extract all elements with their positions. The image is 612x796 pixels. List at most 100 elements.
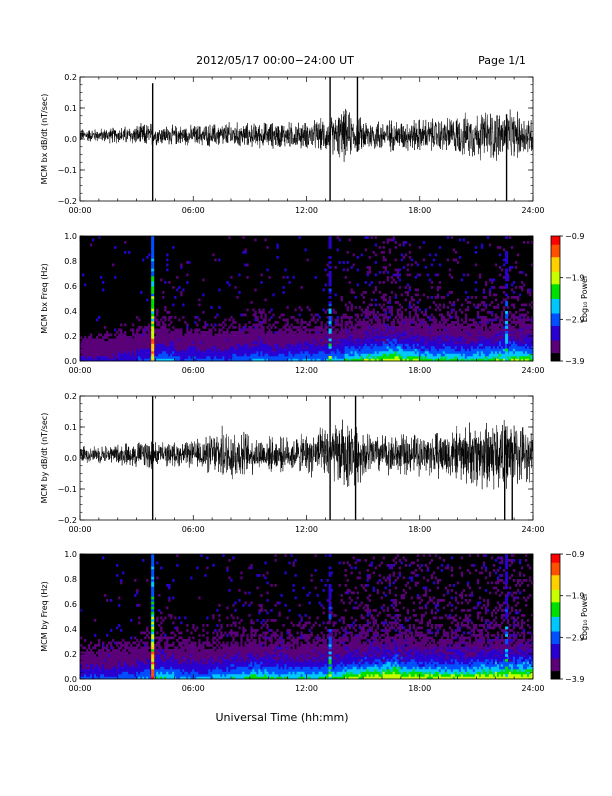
spectrogram-cell <box>196 339 198 342</box>
spectrogram-cell <box>383 314 385 317</box>
spectrogram-cell <box>100 346 102 349</box>
spectrogram-cell <box>319 339 321 342</box>
spectrogram-cell <box>250 354 252 357</box>
spectrogram-cell <box>379 304 381 307</box>
spectrogram-cell <box>373 316 375 319</box>
spectrogram-cell <box>411 344 413 347</box>
spectrogram-cell <box>501 349 503 352</box>
spectrogram-cell <box>375 336 377 339</box>
spectrogram-cell <box>459 344 461 347</box>
spectrogram-cell <box>260 349 262 352</box>
spectrogram-cell <box>116 654 118 657</box>
spectrogram-event-cell <box>151 346 154 349</box>
spectrogram-cell <box>178 349 180 352</box>
spectrogram-cell <box>445 346 447 349</box>
spectrogram-cell <box>156 344 158 347</box>
spectrogram-cell <box>511 316 513 319</box>
spectrogram-cell <box>389 339 391 342</box>
spectrogram-cell <box>367 274 369 277</box>
spectrogram-cell <box>92 654 94 657</box>
spectrogram-cell <box>335 324 337 327</box>
spectrogram-cell <box>407 269 409 272</box>
spectrogram-cell <box>499 339 501 342</box>
colorbar-tick-label: −3.9 <box>565 357 584 366</box>
spectrogram-cell <box>395 329 397 332</box>
spectrogram-cell <box>114 669 116 672</box>
spectrogram-cell <box>357 324 359 327</box>
spectrogram-cell <box>513 314 515 317</box>
spectrogram-cell <box>453 249 455 252</box>
spectrogram-cell <box>327 341 329 344</box>
spectrogram-cell <box>228 356 230 359</box>
spectrogram-cell <box>96 346 98 349</box>
spectrogram-cell <box>160 334 162 337</box>
spectrogram-cell <box>501 356 503 359</box>
spectrogram-cell <box>166 341 168 344</box>
spectrogram-cell <box>477 354 479 357</box>
spectrogram-cell <box>345 356 347 359</box>
spectrogram-cell <box>405 349 407 352</box>
spectrogram-cell <box>236 356 238 359</box>
spectrogram-cell <box>419 331 421 334</box>
spectrogram-cell <box>166 334 168 337</box>
spectrogram-cell <box>457 346 459 349</box>
spectrogram-cell <box>351 266 353 269</box>
spectrogram-cell <box>309 336 311 339</box>
spectrogram-cell <box>351 344 353 347</box>
spectrogram-event-cell <box>151 299 154 302</box>
spectrogram-cell <box>433 316 435 319</box>
spectrogram-cell <box>441 316 443 319</box>
spectrogram-cell <box>395 341 397 344</box>
spectrogram-cell <box>106 334 108 337</box>
spectrogram-cell <box>142 657 144 660</box>
spectrogram-cell <box>148 339 150 342</box>
spectrogram-cell <box>461 279 463 282</box>
spectrogram-cell <box>335 344 337 347</box>
spectrogram-cell <box>525 339 527 342</box>
spectrogram-cell <box>186 339 188 342</box>
spectrogram-cell <box>315 314 317 317</box>
spectrogram-cell <box>132 344 134 347</box>
spectrogram-cell <box>437 331 439 334</box>
spectrogram-cell <box>144 662 146 665</box>
spectrogram-cell <box>419 336 421 339</box>
spectrogram-cell <box>437 324 439 327</box>
spectrogram-cell <box>182 289 184 292</box>
spectrogram-cell <box>361 356 363 359</box>
spectrogram-cell <box>300 309 302 312</box>
spectrogram-cell <box>427 339 429 342</box>
spectrogram-cell <box>142 334 144 337</box>
spectrogram-cell <box>463 339 465 342</box>
spectrogram-cell <box>367 316 369 319</box>
spectrogram-cell <box>475 326 477 329</box>
spectrogram-cell <box>230 341 232 344</box>
spectrogram-cell <box>124 324 126 327</box>
spectrogram-cell <box>212 336 214 339</box>
spectrogram-cell <box>337 321 339 324</box>
spectrogram-cell <box>375 331 377 334</box>
spectrogram-cell <box>481 336 483 339</box>
spectrogram-cell <box>487 341 489 344</box>
spectrogram-cell <box>445 341 447 344</box>
spectrogram-cell <box>148 346 150 349</box>
spectrogram-cell <box>278 341 280 344</box>
spectrogram-cell <box>459 239 461 242</box>
spectrogram-cell <box>383 346 385 349</box>
spectrogram-cell <box>395 246 397 249</box>
spectrogram-cell <box>365 309 367 312</box>
spectrogram-cell <box>423 324 425 327</box>
spectrogram-cell <box>266 331 268 334</box>
spectrogram-cell <box>439 339 441 342</box>
spectrogram-cell <box>238 324 240 327</box>
spectrogram-cell <box>124 241 126 244</box>
spectrogram-cell <box>421 341 423 344</box>
spectrogram-cell <box>302 341 304 344</box>
spectrogram-cell <box>381 251 383 254</box>
spectrogram-cell <box>319 356 321 359</box>
spectrogram-cell <box>333 311 335 314</box>
spectrogram-cell <box>274 356 276 359</box>
spectrogram-cell <box>162 329 164 332</box>
spectrogram-cell <box>82 657 84 660</box>
spectrogram-cell <box>102 672 104 675</box>
spectrogram-cell <box>234 351 236 354</box>
